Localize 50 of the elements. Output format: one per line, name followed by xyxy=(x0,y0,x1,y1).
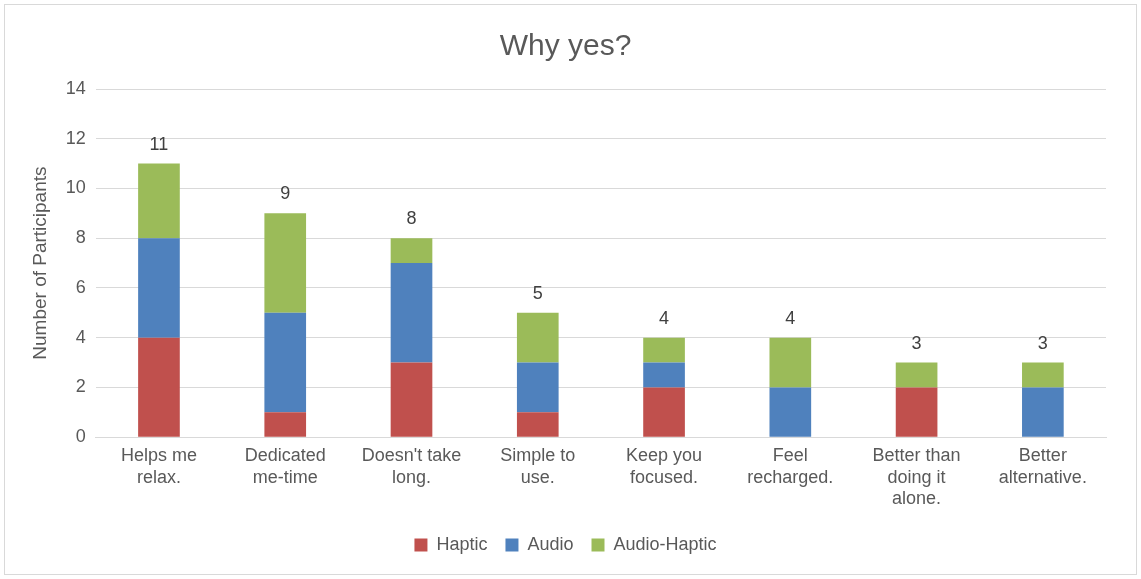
bar xyxy=(516,412,559,437)
y-axis-title: Number of Participants xyxy=(28,166,50,360)
bar xyxy=(138,238,180,338)
bar xyxy=(390,238,433,264)
bar xyxy=(390,362,433,437)
total-label: 5 xyxy=(532,282,543,303)
y-tick-label: 14 xyxy=(65,77,86,98)
x-tick-label: Better than doing it alone. xyxy=(872,444,961,509)
bar xyxy=(1022,362,1064,388)
total-label: 4 xyxy=(785,307,796,328)
y-tick-label: 2 xyxy=(75,376,86,397)
y-tick-label: 10 xyxy=(65,177,86,198)
bar xyxy=(1022,387,1064,437)
x-tick-label: Doesn't take long. xyxy=(361,444,462,487)
total-label: 11 xyxy=(149,133,169,154)
legend-label: Haptic xyxy=(436,533,488,554)
x-tick-label: Dedicated me-time xyxy=(244,444,326,487)
bar xyxy=(516,312,559,363)
x-tick-label: Keep you focused. xyxy=(626,444,703,487)
bar xyxy=(264,213,307,313)
bar xyxy=(643,337,685,363)
y-tick-label: 8 xyxy=(75,227,86,248)
x-tick-label: Helps me relax. xyxy=(120,444,197,487)
total-label: 3 xyxy=(1037,332,1048,353)
legend-label: Audio xyxy=(527,533,574,554)
bar xyxy=(264,412,307,437)
total-label: 3 xyxy=(911,332,922,353)
bar xyxy=(769,387,812,437)
bar xyxy=(895,387,938,437)
bar xyxy=(769,337,812,388)
y-tick-label: 12 xyxy=(65,127,86,148)
bar xyxy=(264,312,307,413)
y-tick-label: 4 xyxy=(75,326,86,347)
bar xyxy=(643,387,685,437)
chart-title: Why yes? xyxy=(499,28,632,62)
total-label: 9 xyxy=(280,183,291,204)
bar xyxy=(895,362,938,388)
bar xyxy=(138,163,180,239)
x-tick-label: Simple to use. xyxy=(500,444,576,487)
x-tick-label: Feel recharged. xyxy=(747,444,834,487)
bar xyxy=(390,263,433,363)
legend-label: Audio-Haptic xyxy=(613,533,717,554)
bar xyxy=(516,362,559,413)
total-label: 8 xyxy=(406,208,417,229)
y-tick-label: 0 xyxy=(75,426,86,447)
x-tick-label: Better alternative. xyxy=(998,444,1087,487)
bar xyxy=(643,362,685,388)
bar xyxy=(138,337,180,437)
y-tick-label: 6 xyxy=(75,276,86,297)
total-label: 4 xyxy=(659,307,670,328)
